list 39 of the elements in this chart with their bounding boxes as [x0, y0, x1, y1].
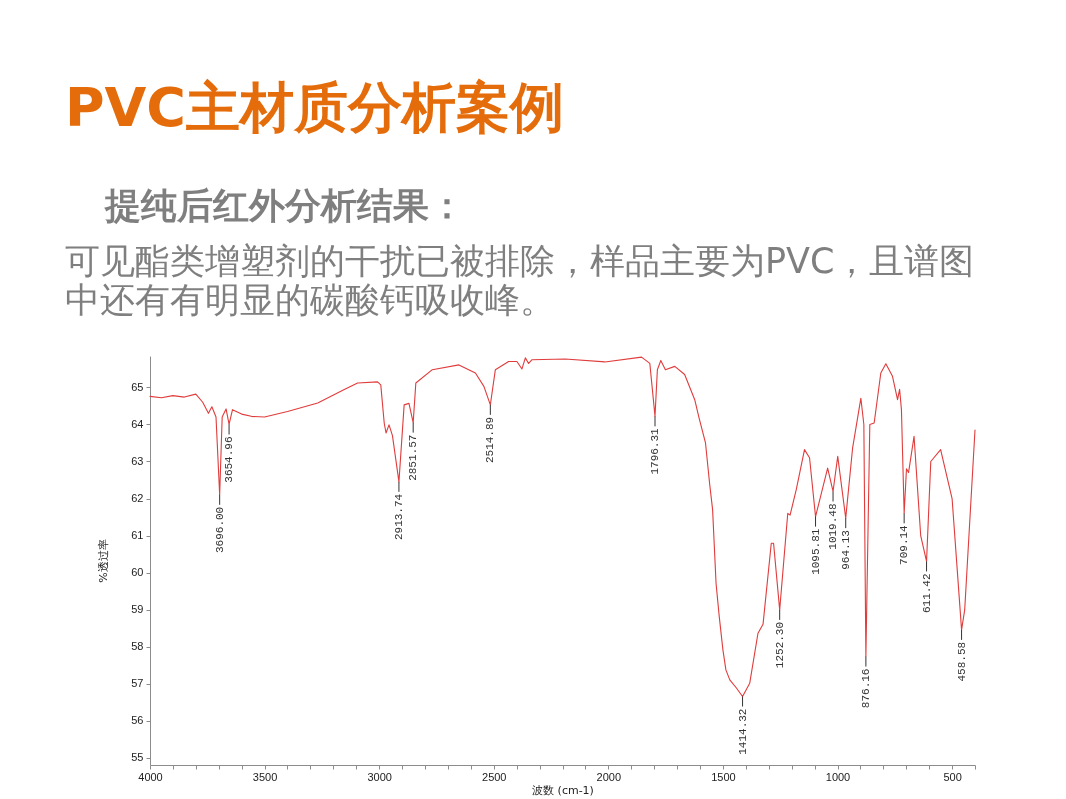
- y-tick-label: 56: [131, 714, 144, 727]
- y-tick-label: 58: [131, 640, 144, 653]
- y-tick-label: 57: [131, 677, 144, 690]
- y-tick-label: 62: [131, 492, 144, 504]
- x-tick-label: 1000: [825, 770, 851, 783]
- y-tick-label: 63: [131, 454, 144, 467]
- y-axis-title: %透过率: [97, 539, 111, 583]
- chart-subtitle: 提纯后红外分析结果：: [104, 185, 465, 226]
- y-tick-label: 64: [131, 417, 144, 430]
- annotation: 611.42: [920, 573, 933, 614]
- annotation: 1252.30: [773, 621, 786, 669]
- x-tick-label: 4000: [138, 770, 163, 783]
- y-tick-label: 55: [131, 751, 144, 764]
- x-tick-label: 3500: [252, 770, 278, 783]
- x-tick-label: 3000: [367, 770, 392, 783]
- x-tick-label: 1500: [711, 770, 736, 783]
- y-tick-label: 65: [131, 380, 144, 393]
- annotation: 3654.96: [223, 436, 236, 483]
- annotation: 2913.74: [392, 493, 405, 541]
- y-tick-label: 59: [131, 603, 144, 616]
- chart-title: PVC主材质分析案例: [65, 76, 564, 139]
- annotation: 458.58: [955, 641, 968, 682]
- annotation: 1095.81: [809, 528, 822, 575]
- annotation: 3696.00: [213, 506, 226, 554]
- x-tick-label: 500: [943, 770, 962, 783]
- text: 可见酯类增塑剂的干扰已被排除，样品主要为PVC，且谱图中还有有明显的碳酸钙吸收峰。: [65, 241, 975, 320]
- y-tick-label: 60: [131, 566, 144, 579]
- x-axis-title: 波数 (cm-1): [532, 783, 594, 797]
- annotation: 876.16: [859, 668, 872, 709]
- annotation: 2514.89: [484, 416, 497, 464]
- x-tick-label: 2500: [482, 770, 507, 783]
- x-tick-label: 2000: [596, 770, 622, 783]
- annotation: 709.14: [898, 524, 911, 565]
- annotation: 2851.57: [407, 434, 420, 481]
- y-tick-label: 61: [131, 529, 144, 542]
- annotation: 1796.31: [649, 427, 662, 475]
- annotation: 1414.32: [736, 708, 749, 755]
- annotation: 964.13: [839, 530, 852, 570]
- annotation: 1019.48: [827, 503, 840, 550]
